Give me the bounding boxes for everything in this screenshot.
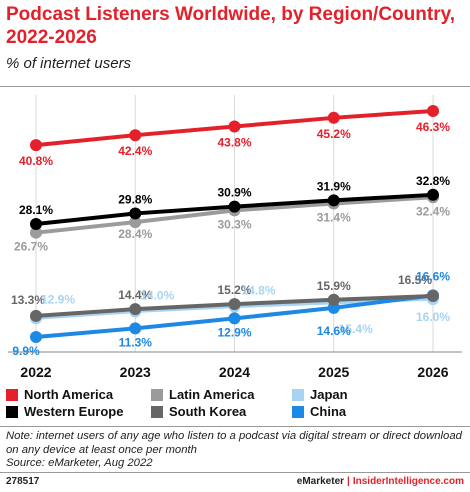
data-point	[129, 207, 142, 220]
data-label: 12.9%	[217, 325, 251, 339]
data-point	[327, 111, 340, 124]
data-point	[30, 139, 42, 152]
brand-site: InsiderIntelligence.com	[352, 476, 464, 487]
data-label: 14.4%	[118, 288, 152, 302]
legend-swatch	[6, 388, 18, 401]
data-point	[129, 216, 142, 229]
chart-id: 278517	[6, 476, 40, 487]
legend-swatch	[151, 388, 163, 401]
footer-brand: eMarketer | InsiderIntelligence.com	[297, 476, 464, 487]
data-label: 45.2%	[317, 127, 351, 141]
x-tick-label: 2026	[417, 364, 448, 380]
data-point	[30, 226, 42, 239]
legend-label: Japan	[310, 387, 348, 402]
legend-label: North America	[24, 387, 114, 402]
legend-label: China	[310, 404, 347, 419]
data-point	[129, 322, 142, 335]
data-point	[129, 303, 142, 316]
data-point	[30, 217, 42, 230]
data-label: 42.4%	[118, 144, 152, 158]
data-label: 13.3%	[11, 293, 45, 307]
legend-swatch	[292, 388, 304, 401]
data-point	[30, 331, 42, 344]
chart-title: Podcast Listeners Worldwide, by Region/C…	[6, 4, 456, 48]
x-tick-label: 2024	[219, 364, 250, 380]
data-label: 43.8%	[217, 136, 251, 150]
data-label: 30.3%	[217, 217, 251, 231]
data-label: 15.4%	[339, 322, 373, 336]
legend-swatch	[151, 405, 163, 418]
data-label: 29.8%	[118, 192, 152, 206]
data-point	[327, 194, 340, 207]
data-label: 28.4%	[118, 227, 152, 241]
brand-name: eMarketer	[296, 476, 345, 487]
data-point	[427, 104, 439, 117]
data-point	[228, 298, 241, 311]
x-tick-label: 2025	[318, 364, 349, 380]
data-label: 16.5%	[398, 273, 432, 287]
data-label: 40.8%	[19, 154, 53, 168]
data-point	[228, 120, 241, 133]
data-point	[427, 290, 439, 303]
chart-subtitle: % of internet users	[6, 55, 132, 72]
data-point	[427, 188, 439, 201]
legend-swatch	[6, 405, 18, 418]
data-label: 32.8%	[416, 174, 450, 188]
data-label: 16.6%	[416, 269, 450, 283]
legend-label: Latin America	[169, 387, 255, 402]
footer-divider	[0, 472, 470, 473]
legend-item-south-korea: South Korea	[151, 404, 246, 419]
legend-item-china: China	[292, 404, 346, 419]
legend-item-western-europe: Western Europe	[6, 404, 123, 419]
chart-note: Note: internet users of any age who list…	[6, 430, 464, 471]
x-tick-label: 2023	[120, 364, 151, 380]
data-label: 14.6%	[317, 324, 351, 338]
data-label: 46.3%	[416, 120, 450, 134]
data-point	[228, 312, 241, 325]
line-chart: 2022 2023 2024 2025 2026 40.8% 42.4% 43.8% 45.2%…	[8, 95, 462, 380]
data-label: 28.1%	[19, 203, 53, 217]
data-label: 12.9%	[41, 292, 75, 306]
x-tick-label: 2022	[20, 364, 51, 380]
data-label: 26.7%	[14, 240, 48, 254]
legend-item-japan: Japan	[292, 387, 348, 402]
data-label: 11.3%	[119, 335, 153, 349]
source-text: Source: eMarketer, Aug 2022	[6, 457, 153, 469]
top-divider	[0, 86, 470, 87]
legend-label: Western Europe	[24, 404, 124, 419]
legend-item-latin-america: Latin America	[151, 387, 255, 402]
legend-label: South Korea	[169, 404, 247, 419]
data-point	[129, 129, 142, 142]
data-label: 31.9%	[317, 179, 351, 193]
data-label: 15.2%	[217, 283, 251, 297]
legend-swatch	[292, 405, 304, 418]
data-point	[228, 200, 241, 213]
data-label: 9.9%	[12, 344, 40, 358]
note-text: Note: internet users of any age who list…	[6, 430, 462, 456]
data-label: 14.8%	[241, 284, 275, 298]
data-point	[30, 309, 42, 322]
data-label: 14.0%	[140, 289, 174, 303]
data-label: 32.4%	[416, 204, 450, 218]
legend-item-north-america: North America	[6, 387, 113, 402]
data-label: 15.9%	[317, 279, 351, 293]
data-label: 16.0%	[416, 310, 450, 324]
brand-separator: |	[347, 476, 350, 487]
note-divider	[0, 426, 470, 427]
data-point	[327, 293, 340, 306]
data-label: 30.9%	[217, 186, 251, 200]
data-label: 31.4%	[317, 211, 351, 225]
